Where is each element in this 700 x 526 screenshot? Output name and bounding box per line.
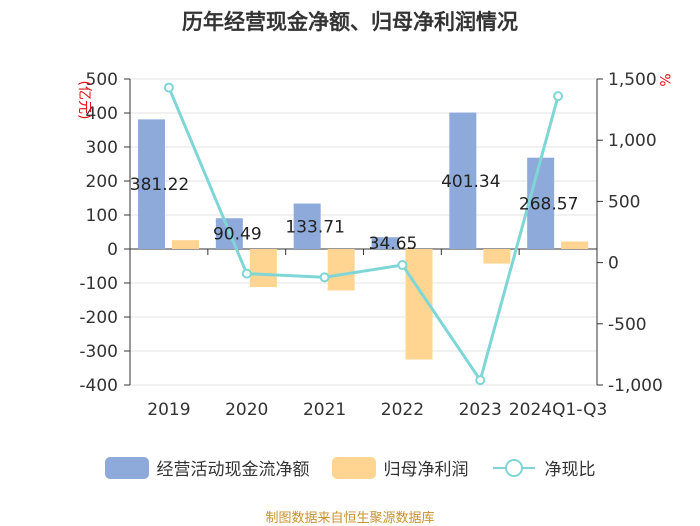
left-axis-unit: (亿元): [76, 81, 92, 120]
operating-cash-bar: [371, 237, 399, 249]
net-profit-bar: [561, 241, 589, 249]
ratio-point: [163, 82, 174, 93]
legend-label: 经营活动现金流净额: [156, 460, 310, 480]
category-label: 2019: [147, 400, 190, 420]
legend-swatch: [104, 456, 149, 479]
operating-cash-value-label: 133.71: [285, 217, 344, 237]
ratio-point: [241, 268, 252, 279]
operating-cash-value-label: 34.65: [369, 234, 418, 254]
category-label: 2020: [225, 400, 268, 420]
left-tick-label: 400: [86, 104, 118, 124]
right-axis-unit: %: [656, 73, 672, 86]
data-labels: 381.22 90.49 133.71 34.65 401.34 268.57: [130, 172, 579, 254]
ratio-point: [475, 375, 486, 386]
net-profit-bar: [249, 249, 277, 288]
operating-cash-value-label: 381.22: [130, 175, 189, 195]
right-tick-label: 0: [608, 254, 619, 274]
operating-cash-bar: [293, 203, 321, 249]
source-note: 制图数据来自恒生聚源数据库: [265, 511, 435, 526]
legend: 经营活动现金流净额 归母净利润 净现比: [0, 455, 700, 480]
net-profit-bar: [483, 249, 511, 264]
operating-cash-value-label: 401.34: [441, 172, 500, 192]
legend-line-marker: [492, 458, 535, 477]
operating-cash-bar: [527, 157, 555, 249]
right-tick-label: 1,000: [608, 131, 657, 151]
axes: 500 400 300 200 100 0 -100 -200 -300 -400 1,500 1,0…: [79, 70, 662, 420]
ratio-point: [397, 260, 408, 271]
operating-cash-bar: [138, 119, 165, 250]
legend-item[interactable]: 归母净利润: [331, 455, 469, 480]
left-tick-label: -200: [79, 308, 118, 328]
left-tick-label: -100: [79, 274, 118, 294]
left-tick-label: 500: [86, 70, 118, 90]
left-tick-label: 300: [86, 138, 118, 158]
chart-title: 历年经营现金净额、归母净利润情况: [182, 10, 518, 34]
gridlines: [130, 78, 597, 386]
category-label: 2023: [459, 400, 502, 420]
net-profit-bar: [327, 249, 355, 291]
ratio-line: [163, 82, 564, 386]
ratio-line-path: [167, 86, 560, 384]
left-tick-label: 200: [86, 172, 118, 192]
left-tick-label: 0: [107, 240, 118, 260]
net-profit-bar: [172, 240, 199, 249]
legend-label: 净现比: [544, 460, 596, 480]
left-tick-label: -400: [79, 376, 118, 396]
right-tick-label: 500: [608, 192, 640, 212]
bars: [138, 112, 589, 360]
right-tick-label: -500: [608, 315, 647, 335]
left-tick-label: 100: [86, 206, 118, 226]
ratio-point: [319, 272, 330, 283]
category-label: 2024Q1-Q3: [509, 400, 607, 420]
right-tick-label: -1,000: [608, 376, 663, 396]
ratio-point: [553, 91, 564, 102]
category-label: 2022: [381, 400, 424, 420]
legend-item[interactable]: 经营活动现金流净额: [104, 455, 310, 480]
legend-label: 归母净利润: [383, 460, 469, 480]
category-label: 2021: [303, 400, 346, 420]
left-tick-label: -300: [79, 342, 118, 362]
legend-swatch: [331, 456, 376, 479]
legend-item[interactable]: 净现比: [491, 455, 596, 480]
operating-cash-bar: [449, 112, 477, 249]
operating-cash-value-label: 268.57: [519, 194, 578, 214]
operating-cash-value-label: 90.49: [213, 225, 262, 245]
right-tick-label: 1,500: [608, 70, 657, 90]
